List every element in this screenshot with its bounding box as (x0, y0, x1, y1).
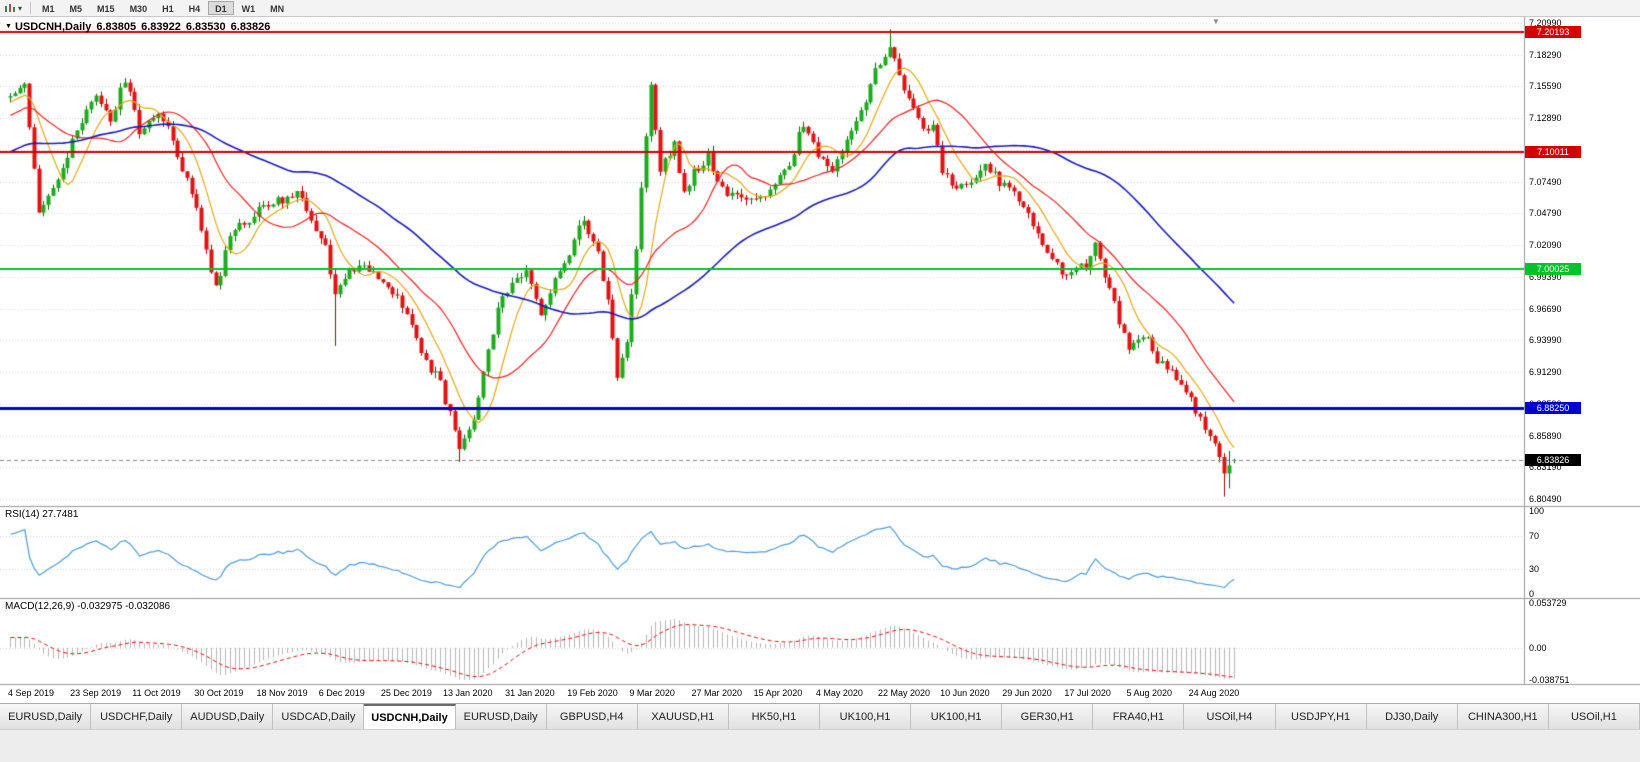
price-axis-label: 6.96690 (1529, 303, 1562, 314)
chart-tab-uk100-h1[interactable]: UK100,H1 (819, 704, 912, 729)
date-axis-label: 19 Feb 2020 (567, 688, 618, 698)
chart-tab-fra40-h1[interactable]: FRA40,H1 (1093, 704, 1185, 729)
charts-icon[interactable] (4, 2, 17, 15)
timeframe-button-mn[interactable]: MN (270, 4, 285, 14)
date-axis-label: 27 Mar 2020 (691, 688, 743, 698)
date-axis-label: 4 Sep 2019 (8, 688, 55, 698)
chart-tab-usdcad-daily[interactable]: USDCAD,Daily (273, 704, 365, 729)
chart-tab-hk50-h1[interactable]: HK50,H1 (728, 704, 820, 729)
date-axis-label: 9 Mar 2020 (629, 688, 675, 698)
chart-title: ▼ USDCNH,Daily 6.83805 6.83922 6.83530 6.8382… (5, 21, 270, 33)
date-axis-label: 17 Jul 2020 (1064, 688, 1111, 698)
chart-tab-ger30-h1[interactable]: GER30,H1 (1002, 704, 1094, 729)
ohlc-close: 6.83826 (230, 21, 271, 33)
chart-tab-usoil-h4[interactable]: USOil,H4 (1184, 704, 1276, 729)
price-axis-label: 7.12890 (1529, 113, 1562, 124)
date-axis-label: 24 Aug 2020 (1188, 688, 1240, 698)
timeframe-button-m1[interactable]: M1 (42, 4, 55, 14)
chart-tab-uk100-h1[interactable]: UK100,H1 (911, 704, 1003, 729)
toolbar-separator (30, 2, 32, 14)
ohlc-high: 6.83922 (141, 21, 181, 33)
price-line-badge: 7.10011 (1525, 146, 1581, 159)
chart-tab-china300-h1[interactable]: CHINA300,H1 (1457, 704, 1549, 729)
chart-tab-usdchf-daily[interactable]: USDCHF,Daily (91, 704, 183, 729)
ohlc-low: 6.83530 (185, 21, 226, 33)
timeframe-button-m30[interactable]: M30 (129, 4, 148, 14)
price-axis-label: 6.99390 (1529, 271, 1562, 282)
timeframe-button-h1[interactable]: H1 (162, 4, 174, 14)
price-axis-label: 6.80490 (1529, 494, 1562, 505)
chart-tab-eurusd-daily[interactable]: EURUSD,Daily (455, 704, 547, 729)
timeframe-button-m15[interactable]: M15 (97, 4, 115, 14)
chart-symbol-period: USDCNH,Daily (14, 21, 92, 33)
price-axis-label: 6.83190 (1529, 462, 1562, 473)
price-axis-label: 7.02090 (1529, 240, 1562, 251)
ohlc-open: 6.83805 (96, 21, 137, 33)
chart-tab-usdjpy-h1[interactable]: USDJPY,H1 (1275, 704, 1367, 729)
macd-axis-label: 0.053729 (1529, 598, 1567, 608)
chart-tab-gbpusd-h4[interactable]: GBPUSD,H4 (546, 704, 638, 729)
price-axis-label: 6.85890 (1529, 430, 1562, 441)
price-axis-label: 7.18290 (1529, 49, 1562, 60)
date-axis-label: 10 Jun 2020 (940, 688, 990, 698)
chart-tab-eurusd-daily[interactable]: EURUSD,Daily (0, 704, 92, 729)
status-strip (0, 729, 1640, 762)
chart-tab-xauusd-h1[interactable]: XAUUSD,H1 (637, 704, 729, 729)
price-line-badge: 6.88250 (1525, 401, 1581, 414)
timeframe-button-group: M1 M5 M15 M30 H1 H4 D1 W1 MN (35, 1, 291, 15)
chart-tab-dj30-daily[interactable]: DJ30,Daily (1366, 704, 1458, 729)
price-axis-label: 7.15590 (1529, 81, 1562, 92)
timeframe-button-d1[interactable]: D1 (208, 1, 234, 15)
chart-tabs-bar: EURUSD,Daily USDCHF,Daily AUDUSD,Daily USDC… (0, 703, 1640, 729)
chart-tab-audusd-daily[interactable]: AUDUSD,Daily (182, 704, 274, 729)
date-axis-label: 11 Oct 2019 (132, 688, 181, 698)
date-axis-label: 22 May 2020 (877, 688, 930, 698)
timeframe-toolbar: ▾ M1 M5 M15 M30 H1 H4 D1 W1 MN (0, 0, 1640, 17)
chart-type-dropdown-icon[interactable]: ▾ (18, 3, 23, 13)
date-axis-label: 25 Dec 2019 (380, 688, 432, 698)
price-line-badge: 7.00025 (1525, 263, 1581, 276)
date-axis-label: 15 Apr 2020 (753, 688, 803, 698)
symbol-dropdown-icon[interactable]: ▼ (5, 23, 12, 30)
rsi-axis-label: 0 (1529, 589, 1535, 599)
price-axis-label: 7.07490 (1529, 176, 1562, 187)
price-axis-label: 7.20990 (1529, 17, 1562, 28)
chart-window: ▼ USDCNH,Daily 6.83805 6.83922 6.83530 6.8382… (0, 17, 1640, 703)
chart-tab-usoil-h1[interactable]: USOil,H1 (1548, 704, 1640, 729)
date-axis-label: 30 Oct 2019 (194, 688, 244, 698)
rsi-axis-label: 100 (1529, 506, 1545, 516)
date-axis-label: 4 May 2020 (815, 688, 863, 698)
price-axis-label: 7.04790 (1529, 208, 1562, 219)
macd-axis-label: -0.038751 (1529, 675, 1570, 685)
macd-indicator-label: MACD(12,26,9) -0.032975 -0.032086 (5, 601, 171, 612)
date-axis-label: 23 Sep 2019 (70, 688, 122, 698)
price-axis-label: 6.93990 (1529, 335, 1562, 346)
chart-tab-usdcnh-daily[interactable]: USDCNH,Daily (364, 704, 456, 729)
date-axis-label: 29 Jun 2020 (1002, 688, 1052, 698)
current-price-badge: 6.83826 (1525, 453, 1581, 466)
date-axis-label: 6 Dec 2019 (318, 688, 365, 698)
price-line-badge: 7.20193 (1525, 26, 1581, 39)
macd-axis-label: 0.00 (1529, 642, 1547, 653)
chart-shift-marker[interactable]: ▼ (1212, 17, 1220, 26)
date-axis-label: 5 Aug 2020 (1126, 688, 1173, 698)
timeframe-button-h4[interactable]: H4 (188, 4, 201, 14)
timeframe-button-w1[interactable]: W1 (241, 4, 256, 14)
timeframe-button-m5[interactable]: M5 (69, 4, 83, 14)
price-chart-canvas[interactable] (0, 17, 1640, 703)
date-axis-label: 13 Jan 2020 (442, 688, 493, 698)
price-axis-label: 6.91290 (1529, 367, 1562, 378)
rsi-indicator-label: RSI(14) 27.7481 (5, 509, 79, 520)
date-axis-label: 18 Nov 2019 (256, 688, 308, 698)
date-axis-label: 31 Jan 2020 (505, 688, 555, 698)
rsi-axis-label: 70 (1529, 530, 1540, 541)
rsi-axis-label: 30 (1529, 564, 1540, 575)
